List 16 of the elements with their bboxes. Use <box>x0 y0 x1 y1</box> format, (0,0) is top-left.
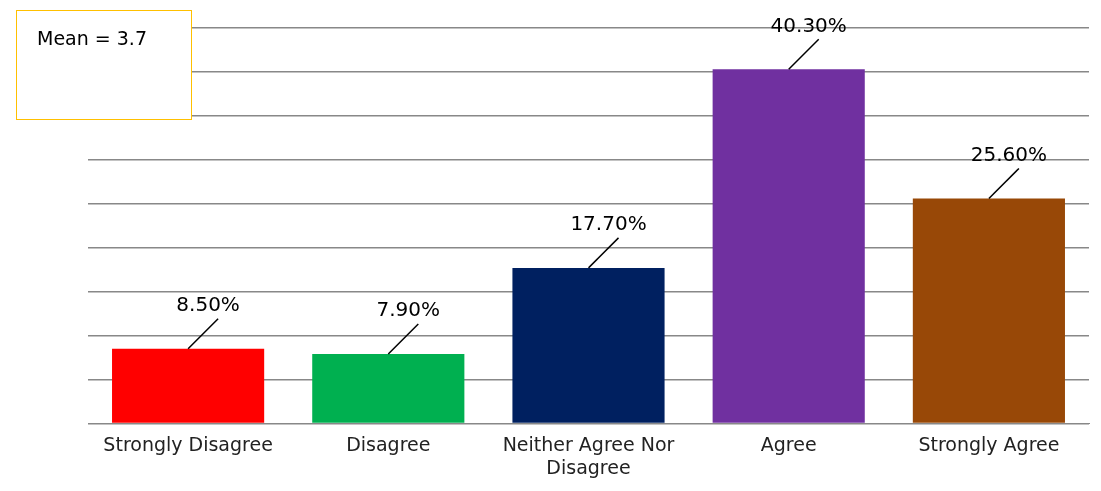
x-tick-label: Strongly Agree <box>918 432 1060 455</box>
bar <box>312 353 465 423</box>
bar <box>912 198 1065 423</box>
bar <box>112 348 265 423</box>
data-label: 40.30% <box>770 12 847 37</box>
data-label: 17.70% <box>570 211 647 236</box>
bar <box>712 69 865 423</box>
x-tick-label: Agree <box>760 432 817 455</box>
x-tick-label: Strongly Disagree <box>103 432 273 455</box>
data-label: 25.60% <box>970 141 1048 166</box>
x-tick-label: Disagree <box>346 432 431 455</box>
note-box: Mean = 3.7 <box>16 10 192 120</box>
x-tick-label: Neither Agree Nor Disagree <box>502 432 675 478</box>
bar <box>512 267 665 423</box>
data-label: 7.90% <box>376 297 441 322</box>
data-label: 8.50% <box>176 291 240 316</box>
